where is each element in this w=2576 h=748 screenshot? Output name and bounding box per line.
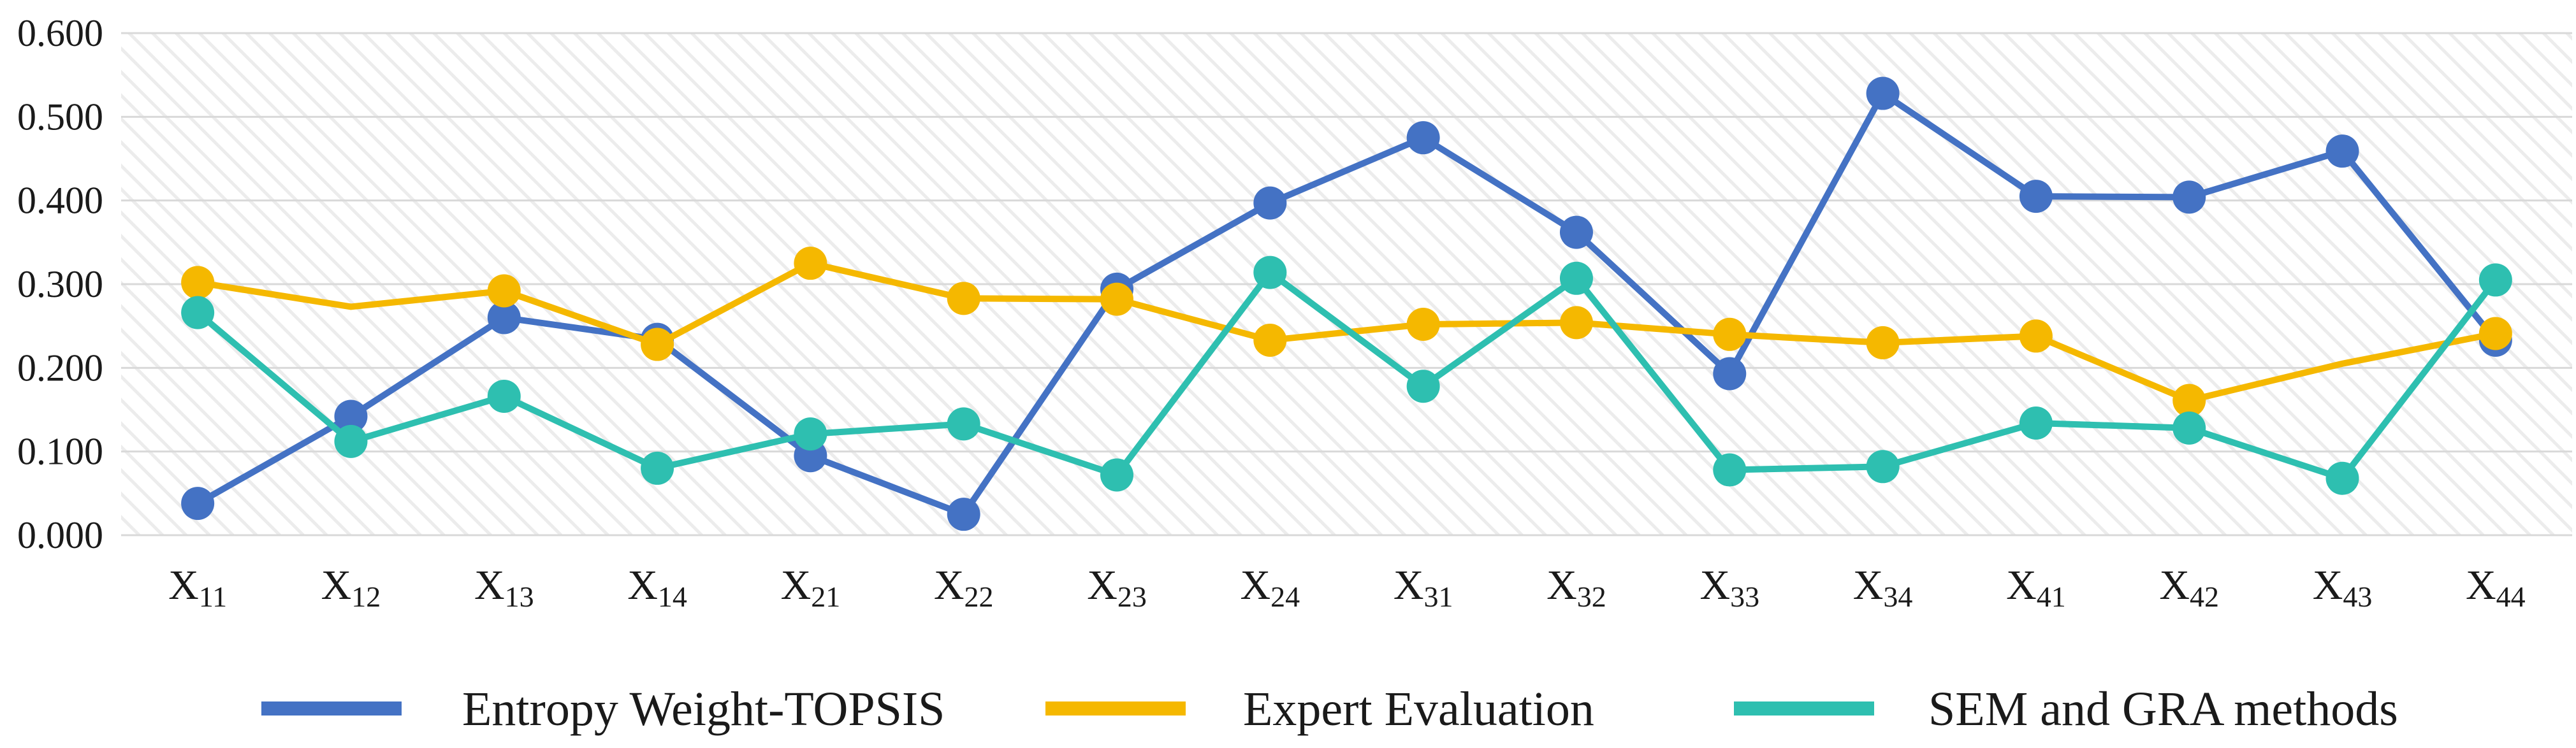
data-point [1559, 306, 1593, 340]
x-tick-label: X44 [2466, 562, 2526, 613]
x-tick-label: X23 [1087, 562, 1147, 613]
data-point [487, 274, 521, 308]
data-point [334, 424, 368, 458]
data-point [947, 498, 980, 531]
data-point [641, 327, 674, 361]
x-tick-label: X22 [934, 562, 994, 613]
data-point [2172, 180, 2206, 214]
y-tick-label: 0.400 [17, 180, 103, 222]
x-tick-label: X32 [1546, 562, 1606, 613]
gridlines [121, 32, 2572, 536]
x-tick-label: X14 [627, 562, 687, 613]
x-tick-label: X31 [1394, 562, 1453, 613]
data-point [181, 296, 215, 329]
data-point [2325, 461, 2359, 495]
data-point [2478, 317, 2512, 350]
x-tick-label: X41 [2006, 562, 2066, 613]
series-group [181, 76, 2512, 531]
data-point [1559, 261, 1593, 295]
legend-label: SEM and GRA methods [1928, 682, 2398, 736]
data-point [334, 399, 368, 433]
data-point [181, 266, 215, 299]
data-point [1866, 450, 1900, 484]
data-point [947, 282, 980, 315]
data-point [1406, 370, 1440, 403]
legend-item: SEM and GRA methods [1734, 682, 2398, 736]
x-tick-label: X13 [474, 562, 534, 613]
legend: Entropy Weight-TOPSIS Expert Evaluation SE… [261, 682, 2398, 736]
series-line [194, 269, 2499, 482]
data-point [1406, 308, 1440, 342]
legend-item: Expert Evaluation [1045, 682, 1594, 736]
data-point [1253, 186, 1287, 220]
data-point [1866, 326, 1900, 359]
data-point [2172, 411, 2206, 445]
data-point [1713, 317, 1747, 351]
series-line [194, 90, 2499, 518]
data-point [2019, 319, 2053, 353]
data-point [487, 301, 521, 334]
data-point [1406, 121, 1440, 155]
y-tick-label: 0.200 [17, 347, 103, 389]
x-tick-label: X43 [2313, 562, 2373, 613]
x-tick-label: X33 [1699, 562, 1759, 613]
y-tick-label: 0.100 [17, 431, 103, 473]
legend-label: Entropy Weight-TOPSIS [462, 682, 945, 736]
x-tick-label: X11 [168, 562, 227, 613]
data-point [2325, 134, 2359, 168]
x-axis-ticks: X11 X12 X13 X14 X21 X22 X23 X24 X31 X32 X33 X34 X41 X… [168, 562, 2526, 613]
data-point [1559, 215, 1593, 249]
x-tick-label: X42 [2159, 562, 2219, 613]
data-point [794, 417, 827, 451]
data-point [1713, 357, 1747, 391]
data-point [1713, 453, 1747, 487]
data-point [181, 487, 215, 521]
data-point [1100, 282, 1134, 316]
y-tick-label: 0.500 [17, 96, 103, 138]
y-tick-label: 0.000 [17, 514, 103, 556]
data-point [2019, 180, 2053, 213]
data-point [1253, 323, 1287, 357]
legend-label: Expert Evaluation [1243, 682, 1594, 736]
legend-item: Entropy Weight-TOPSIS [261, 682, 945, 736]
data-point [2019, 406, 2053, 440]
data-point [1100, 458, 1134, 492]
y-axis-ticks: 0.000 0.100 0.200 0.300 0.400 0.500 0.600 [17, 12, 103, 556]
x-tick-label: X21 [781, 562, 841, 613]
data-point [794, 247, 827, 280]
data-point [1866, 76, 1900, 110]
data-point [1253, 255, 1287, 289]
y-tick-label: 0.300 [17, 263, 103, 305]
x-tick-label: X24 [1241, 562, 1300, 613]
y-tick-label: 0.600 [17, 12, 103, 54]
x-tick-label: X34 [1853, 562, 1913, 613]
x-tick-label: X12 [321, 562, 381, 613]
series [181, 255, 2512, 495]
data-point [947, 407, 980, 441]
data-point [2172, 384, 2206, 417]
data-point [2478, 263, 2512, 297]
data-point [487, 379, 521, 413]
data-point [641, 451, 674, 485]
